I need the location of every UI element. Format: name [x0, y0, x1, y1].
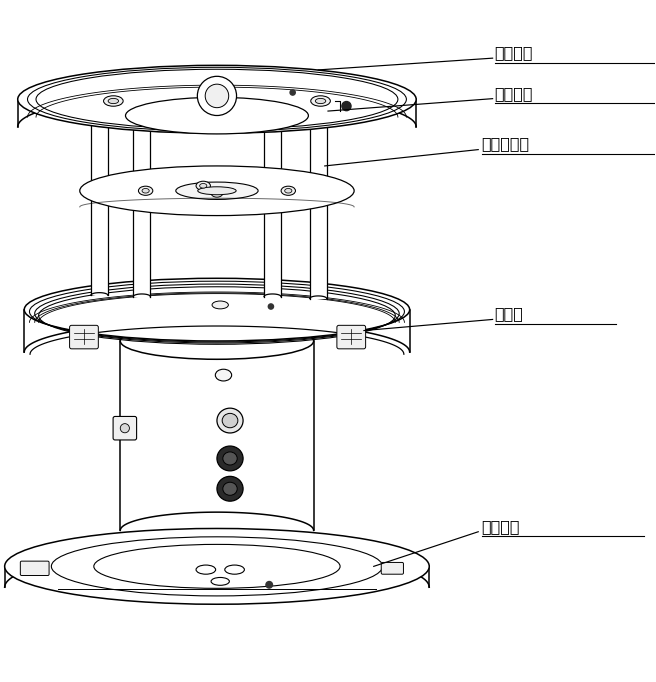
- FancyBboxPatch shape: [20, 561, 49, 576]
- Polygon shape: [133, 122, 150, 297]
- Polygon shape: [91, 119, 108, 295]
- Polygon shape: [5, 529, 429, 587]
- FancyBboxPatch shape: [337, 325, 365, 349]
- Text: 百叶箱: 百叶箱: [495, 306, 523, 321]
- Ellipse shape: [310, 121, 327, 127]
- Ellipse shape: [80, 166, 354, 216]
- FancyBboxPatch shape: [113, 417, 136, 440]
- Circle shape: [205, 84, 229, 108]
- Text: 指北箭头: 指北箭头: [495, 86, 533, 101]
- Ellipse shape: [142, 188, 149, 193]
- Ellipse shape: [196, 181, 211, 190]
- Ellipse shape: [197, 187, 236, 195]
- Polygon shape: [310, 124, 327, 299]
- Circle shape: [197, 76, 237, 115]
- Ellipse shape: [316, 98, 326, 104]
- Circle shape: [268, 304, 274, 309]
- Ellipse shape: [5, 529, 429, 604]
- Ellipse shape: [24, 278, 409, 341]
- Ellipse shape: [264, 119, 281, 125]
- Text: 控制电路: 控制电路: [495, 45, 533, 60]
- Ellipse shape: [120, 424, 129, 433]
- Ellipse shape: [311, 95, 331, 106]
- FancyBboxPatch shape: [70, 325, 98, 349]
- Ellipse shape: [18, 65, 416, 133]
- Ellipse shape: [223, 452, 237, 465]
- FancyBboxPatch shape: [381, 563, 403, 574]
- Ellipse shape: [215, 369, 232, 381]
- Polygon shape: [264, 122, 281, 297]
- Ellipse shape: [133, 119, 150, 125]
- Ellipse shape: [138, 186, 153, 195]
- Ellipse shape: [222, 413, 238, 428]
- Text: 固定法兰: 固定法兰: [482, 519, 520, 534]
- Polygon shape: [120, 323, 314, 531]
- Circle shape: [290, 90, 295, 95]
- Ellipse shape: [91, 117, 108, 121]
- Polygon shape: [24, 278, 409, 352]
- Ellipse shape: [217, 408, 243, 433]
- Circle shape: [342, 102, 351, 110]
- Ellipse shape: [211, 190, 223, 197]
- Ellipse shape: [285, 188, 292, 193]
- Polygon shape: [18, 65, 416, 127]
- Text: 超声波探头: 超声波探头: [482, 136, 529, 151]
- Ellipse shape: [176, 182, 258, 199]
- Ellipse shape: [120, 323, 314, 359]
- Ellipse shape: [125, 98, 308, 134]
- Ellipse shape: [212, 301, 228, 309]
- Ellipse shape: [223, 482, 237, 495]
- Ellipse shape: [217, 476, 243, 501]
- Ellipse shape: [108, 98, 119, 104]
- Ellipse shape: [104, 95, 123, 106]
- Ellipse shape: [199, 183, 207, 188]
- Circle shape: [266, 582, 272, 588]
- Ellipse shape: [217, 446, 243, 471]
- Ellipse shape: [281, 186, 295, 195]
